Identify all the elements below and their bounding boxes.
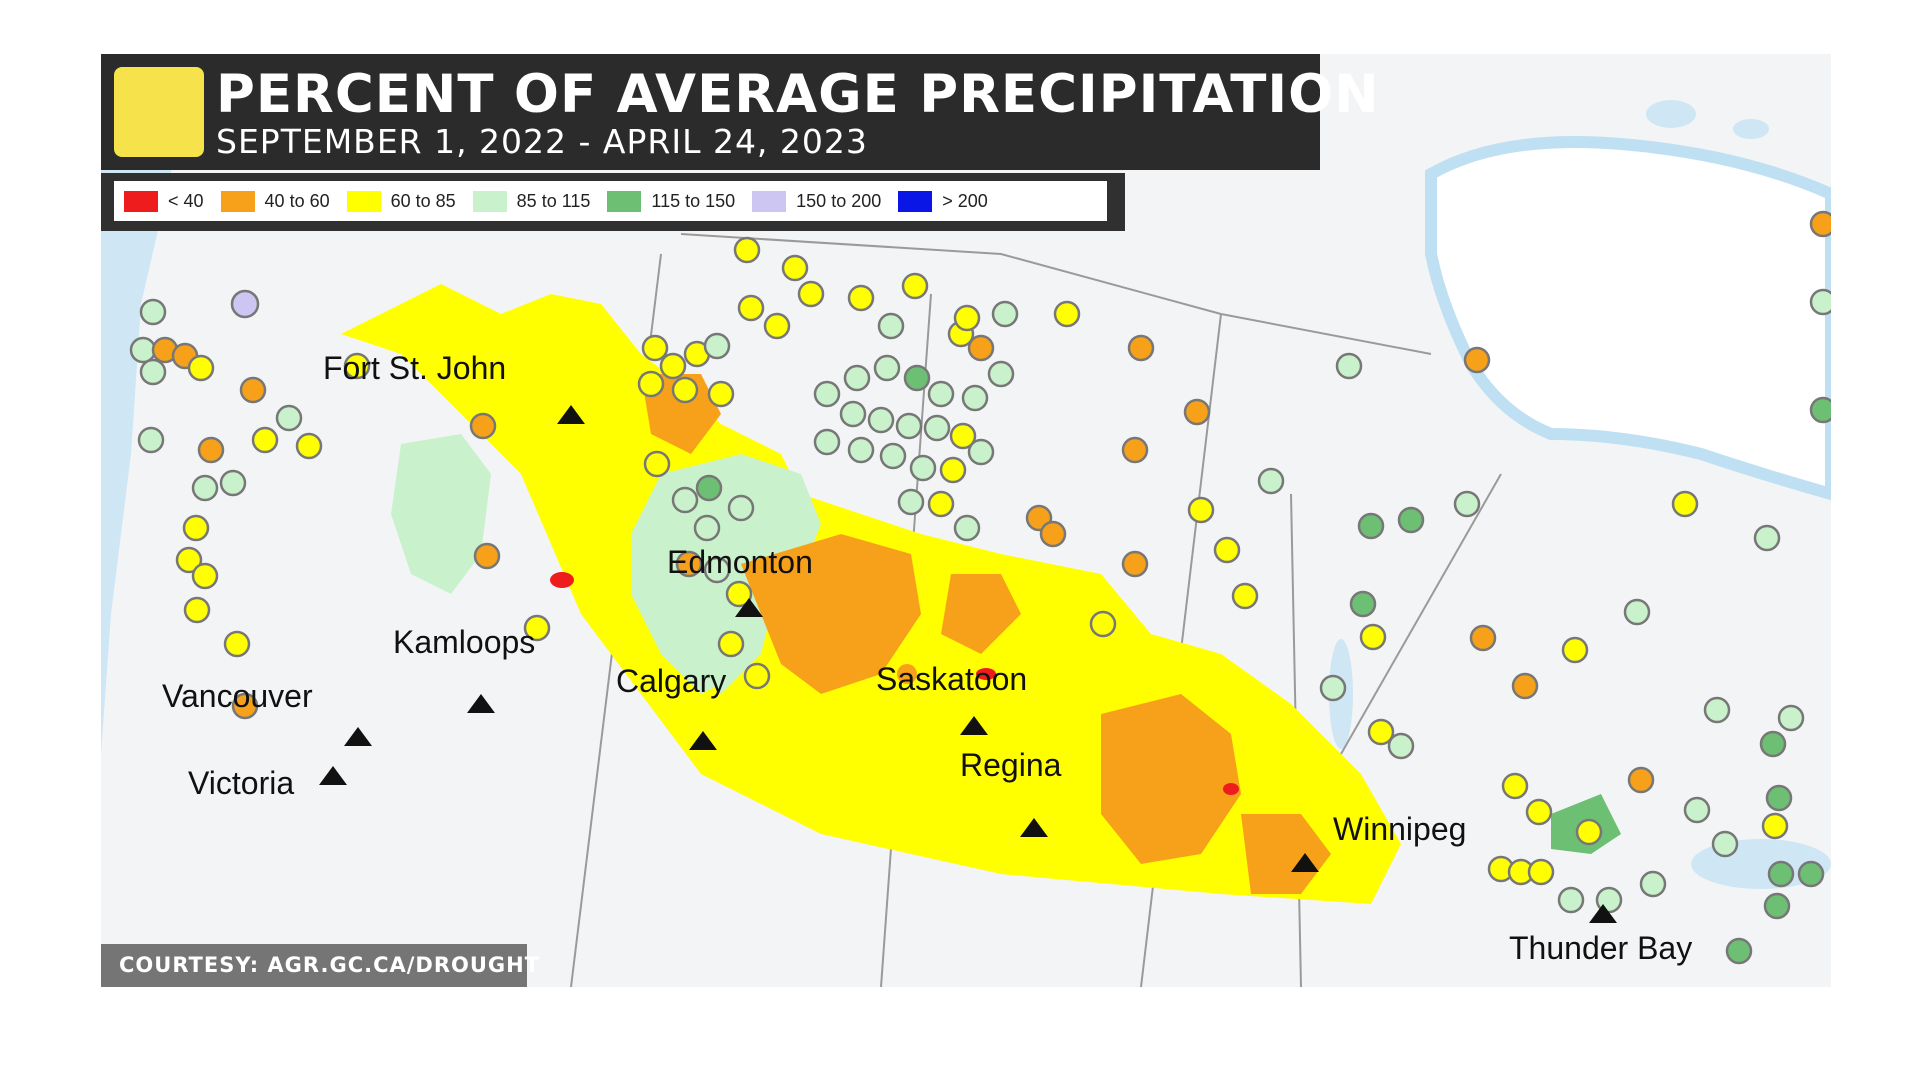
city-label-edmonton: Edmonton [667,544,813,580]
city-label-kamloops: Kamloops [393,624,535,660]
legend-item: 115 to 150 [607,190,736,212]
city-label-vancouver: Vancouver [162,678,313,714]
legend-label: < 40 [168,190,204,211]
legend-label: 60 to 85 [390,190,456,211]
legend-item: 150 to 200 [752,190,882,212]
legend-label: 85 to 115 [516,190,591,211]
city-label-victoria: Victoria [188,765,294,801]
city-label-winnipeg: Winnipeg [1333,811,1466,847]
precipitation-map: Fort St. John Edmonton Kamloops Calgary … [101,54,1831,987]
legend-swatch [898,190,933,212]
legend-swatch [607,190,642,212]
courtesy-badge: COURTESY: AGR.GC.CA/DROUGHT [101,944,539,987]
legend-item: < 40 [124,190,204,212]
legend-item: 60 to 85 [346,190,456,212]
city-label-regina: Regina [960,747,1062,783]
legend-item: 40 to 60 [220,190,330,212]
legend-label: 40 to 60 [264,190,330,211]
weather-network-logo-icon [114,67,204,157]
legend-items: < 40 40 to 60 60 to 85 85 to 115 115 to 150 1… [114,181,1107,221]
title-banner: PERCENT OF AVERAGE PRECIPITATION SEPTEMB… [101,54,1379,170]
station-markers [129,210,1831,965]
legend-item: 85 to 115 [472,190,591,212]
drought-shading [341,284,1621,904]
page-subtitle: SEPTEMBER 1, 2022 - APRIL 24, 2023 [216,122,868,161]
legend-label: 115 to 150 [651,190,736,211]
legend-swatch [346,190,381,212]
courtesy-text: COURTESY: AGR.GC.CA/DROUGHT [119,953,541,977]
city-label-saskatoon: Saskatoon [876,661,1027,697]
legend-item: > 200 [898,190,988,212]
city-label-calgary: Calgary [616,663,726,699]
legend-swatch [124,190,158,212]
legend: < 40 40 to 60 60 to 85 85 to 115 115 to 150 1… [101,173,1125,231]
legend-swatch [220,190,255,212]
legend-label: > 200 [942,190,988,211]
legend-swatch [472,190,507,212]
page-title: PERCENT OF AVERAGE PRECIPITATION [216,64,1380,125]
legend-label: 150 to 200 [796,190,882,211]
city-markers [319,405,1617,923]
city-label-fort-st-john: Fort St. John [323,350,506,386]
legend-swatch [752,190,787,212]
city-label-thunder-bay: Thunder Bay [1509,930,1692,966]
city-labels: Fort St. John Edmonton Kamloops Calgary … [162,350,1692,966]
